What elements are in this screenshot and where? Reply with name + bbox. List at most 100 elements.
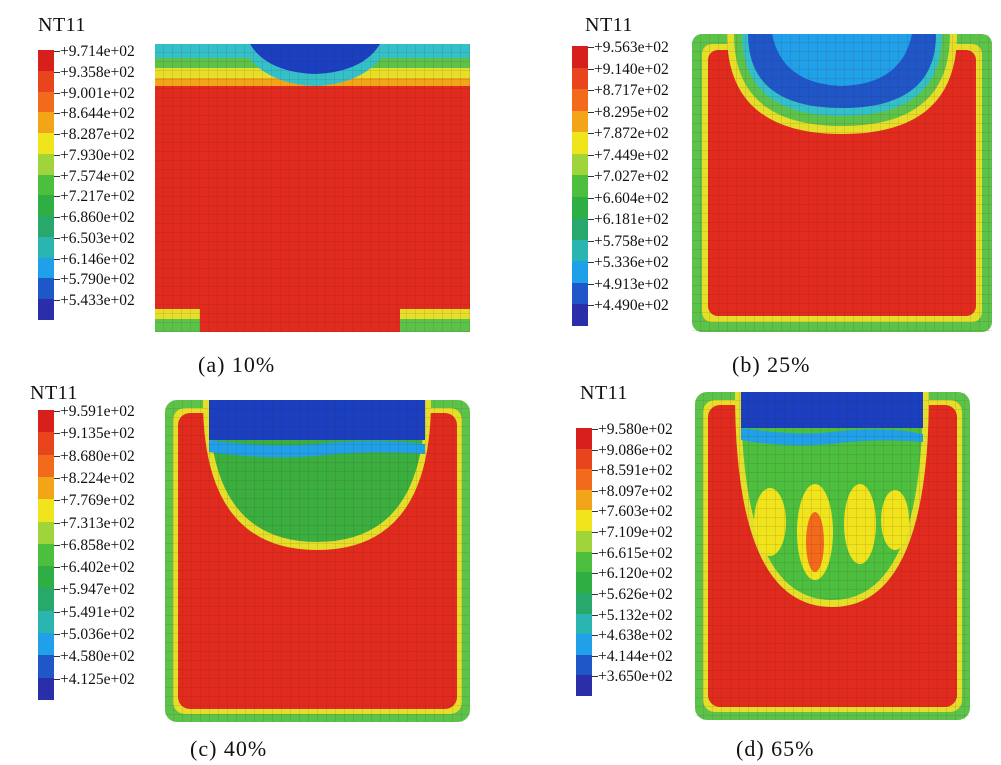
- legend-swatch: [38, 216, 54, 238]
- legend-tick: [54, 300, 60, 302]
- legend-tick: [54, 500, 60, 502]
- legend-label: +7.603e+02: [598, 503, 673, 521]
- legend-swatch: [572, 175, 588, 198]
- legend-swatch: [572, 239, 588, 262]
- legend-swatch: [38, 566, 54, 589]
- legend-swatch: [38, 257, 54, 279]
- legend-label: +6.604e+02: [594, 189, 669, 207]
- variable-title: NT11: [38, 14, 86, 36]
- legend-swatch: [572, 304, 588, 327]
- legend-tick: [54, 92, 60, 94]
- legend-label: +6.503e+02: [60, 229, 135, 247]
- legend-swatch: [38, 299, 54, 321]
- variable-title: NT11: [30, 382, 78, 404]
- legend-label: +3.650e+02: [598, 668, 673, 686]
- variable-title: NT11: [585, 14, 633, 36]
- legend-swatch: [572, 67, 588, 90]
- legend-tick: [588, 305, 594, 307]
- legend-swatch: [38, 112, 54, 134]
- panel-caption: (d) 65%: [736, 736, 815, 761]
- legend-label: +5.132e+02: [598, 606, 673, 624]
- legend-tick: [592, 429, 598, 430]
- legend-label: +5.433e+02: [60, 292, 135, 310]
- legend-label: +6.402e+02: [60, 559, 135, 577]
- legend-swatch: [38, 677, 54, 701]
- legend-label: +4.144e+02: [598, 647, 673, 665]
- legend-tick: [592, 593, 598, 595]
- legend-swatch: [576, 469, 592, 491]
- legend-tick: [592, 532, 598, 534]
- legend-swatch: [576, 634, 592, 656]
- legend-label: +7.769e+02: [60, 492, 135, 510]
- legend-tick: [54, 544, 60, 546]
- legend-swatch: [38, 174, 54, 196]
- legend-tick: [588, 111, 594, 113]
- legend-label: +5.336e+02: [594, 254, 669, 272]
- legend-tick: [54, 567, 60, 569]
- legend-tick: [588, 176, 594, 178]
- legend-tick: [54, 51, 60, 52]
- legend-swatch: [38, 521, 54, 545]
- contour-svg: [692, 34, 992, 332]
- legend-swatch: [572, 89, 588, 112]
- legend-tick: [54, 237, 60, 239]
- legend-swatch: [38, 278, 54, 300]
- legend-label: +5.036e+02: [60, 626, 135, 644]
- legend-label: +8.224e+02: [60, 469, 135, 487]
- legend-swatch: [38, 153, 54, 176]
- legend-tick: [54, 113, 60, 115]
- legend-label: +7.217e+02: [60, 188, 135, 206]
- contour-svg: [695, 392, 970, 720]
- legend-label: +5.947e+02: [60, 581, 135, 599]
- legend-tick: [592, 470, 598, 472]
- legend-swatch: [572, 218, 588, 241]
- legend-tick: [54, 477, 60, 479]
- legend-swatch: [38, 655, 54, 679]
- color-legend: +9.580e+02 +9.086e+02 +8.591e+02 +8.097e+02…: [576, 422, 726, 697]
- panel-c: NT11 +9.591e+02 +9.135e+02 +8.680e+02 +8.22…: [0, 382, 500, 765]
- legend-tick: [592, 655, 598, 657]
- legend-swatch: [572, 110, 588, 133]
- legend-tick: [588, 262, 594, 264]
- legend-swatch: [576, 510, 592, 532]
- legend-label: +4.580e+02: [60, 648, 135, 666]
- contour-svg: [165, 400, 470, 722]
- legend-label: +9.591e+02: [60, 403, 135, 420]
- panel-d: NT11 +9.580e+02 +9.086e+02 +8.591e+02 +8.09…: [500, 382, 1001, 765]
- legend-label: +5.790e+02: [60, 271, 135, 289]
- legend-tick: [54, 656, 60, 658]
- legend-label: +7.574e+02: [60, 167, 135, 185]
- legend-label: +8.591e+02: [598, 462, 673, 480]
- legend-swatch: [572, 46, 588, 69]
- legend-label: +9.135e+02: [60, 425, 135, 443]
- panel-a: NT11 +9.714e+02 +9.358e+02 +9.001e+02 +8.64…: [0, 0, 500, 382]
- color-legend: +9.591e+02 +9.135e+02 +8.680e+02 +8.224e+02…: [38, 404, 188, 701]
- legend-label: +7.930e+02: [60, 146, 135, 164]
- legend-label: +7.872e+02: [594, 125, 669, 143]
- legend-tick: [54, 196, 60, 198]
- legend-label: +6.146e+02: [60, 250, 135, 268]
- legend-swatch: [572, 132, 588, 155]
- legend-label: +9.714e+02: [60, 43, 135, 60]
- legend-swatch: [38, 610, 54, 634]
- legend-label: +6.860e+02: [60, 209, 135, 227]
- legend-swatch: [38, 195, 54, 217]
- legend-tick: [588, 133, 594, 135]
- legend-swatch: [38, 499, 54, 523]
- legend-swatch: [38, 236, 54, 259]
- legend-tick: [588, 197, 594, 199]
- legend-swatch: [38, 50, 54, 72]
- legend-label: +5.491e+02: [60, 603, 135, 621]
- legend-label: +9.580e+02: [598, 421, 673, 438]
- contour-plot: [155, 44, 470, 332]
- legend-tick: [588, 154, 594, 156]
- contour-plot: [695, 392, 970, 720]
- panel-caption: (b) 25%: [732, 352, 811, 377]
- legend-tick: [54, 611, 60, 613]
- legend-swatch: [38, 91, 54, 113]
- legend-swatch: [576, 428, 592, 450]
- legend-swatch: [38, 133, 54, 155]
- legend-tick: [54, 634, 60, 636]
- legend-label: +8.287e+02: [60, 126, 135, 144]
- legend-swatch: [38, 70, 54, 93]
